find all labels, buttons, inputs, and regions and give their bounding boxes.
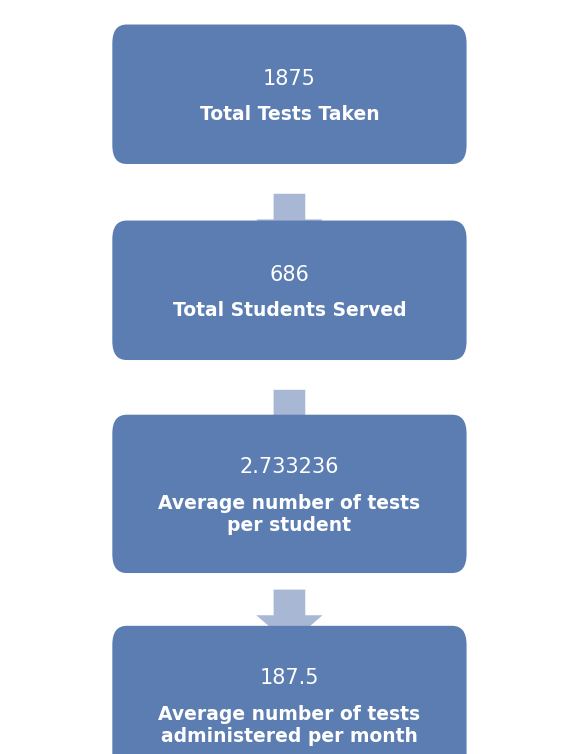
FancyBboxPatch shape — [112, 220, 467, 360]
Text: Average number of tests
per student: Average number of tests per student — [158, 494, 420, 535]
Text: Average number of tests
administered per month: Average number of tests administered per… — [158, 705, 420, 746]
Text: Total Students Served: Total Students Served — [173, 301, 406, 320]
FancyBboxPatch shape — [112, 25, 467, 164]
FancyArrow shape — [256, 590, 323, 644]
Text: Total Tests Taken: Total Tests Taken — [200, 105, 379, 124]
FancyArrow shape — [256, 390, 323, 444]
Text: 1875: 1875 — [263, 69, 316, 89]
Text: 187.5: 187.5 — [260, 669, 319, 688]
FancyArrow shape — [256, 194, 323, 248]
Text: 686: 686 — [270, 265, 309, 285]
FancyBboxPatch shape — [112, 626, 467, 754]
FancyBboxPatch shape — [112, 415, 467, 573]
Text: 2.733236: 2.733236 — [240, 458, 339, 477]
